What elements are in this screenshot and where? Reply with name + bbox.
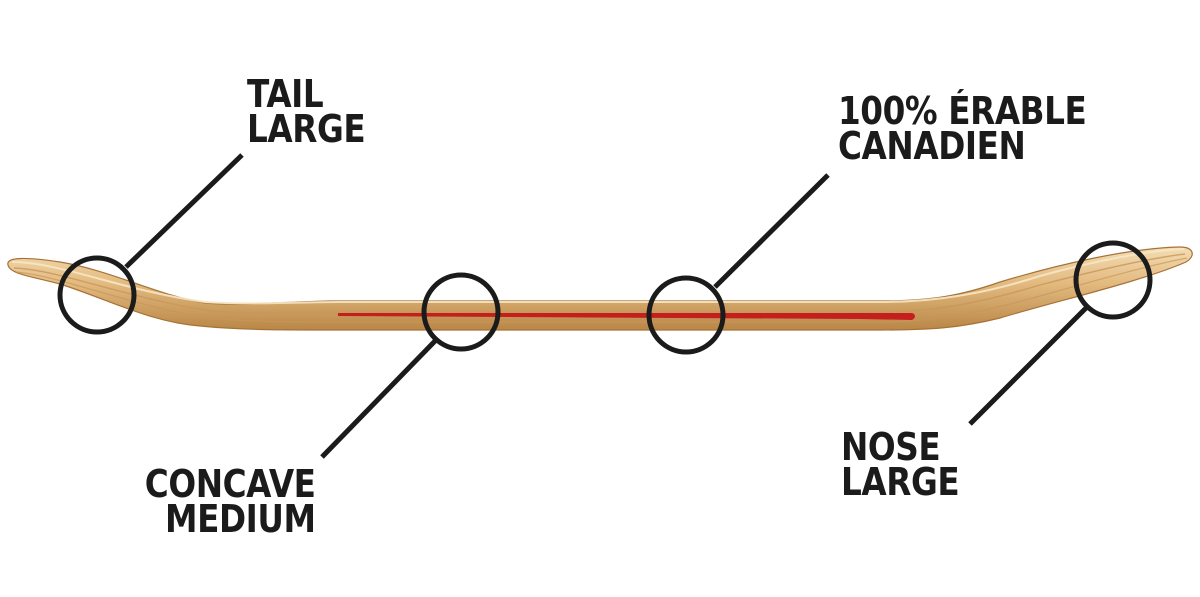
- red-stripe: [338, 313, 915, 320]
- callout-circle-maple: [646, 275, 726, 355]
- skateboard-deck: [7, 246, 1193, 331]
- callout-circles: [57, 240, 1153, 355]
- deck-body: [7, 246, 1193, 331]
- nose-label-line1: NOSE: [841, 425, 941, 469]
- concave-label: CONCAVE MEDIUM: [145, 462, 316, 541]
- maple-label: 100% ÉRABLE CANADIEN: [838, 89, 1087, 168]
- tail-label-line2: LARGE: [247, 107, 366, 151]
- callout-line-nose: [968, 304, 1090, 426]
- tail-label-line1: TAIL: [247, 72, 324, 116]
- deck-ply-line: [13, 253, 1186, 315]
- callout-line-tail: [124, 153, 244, 269]
- tail-label: TAIL LARGE: [247, 72, 366, 151]
- maple-label-line1: 100% ÉRABLE: [838, 89, 1087, 133]
- callout-lines: [124, 153, 1090, 459]
- callout-circle-concave: [421, 272, 501, 352]
- deck-ply-line: [15, 257, 1188, 323]
- callout-circle-tail: [57, 255, 137, 335]
- deck-top-highlight: [11, 248, 1185, 305]
- concave-label-line1: CONCAVE: [145, 462, 316, 506]
- callout-line-maple: [713, 173, 830, 289]
- callout-circle-nose: [1073, 240, 1153, 320]
- nose-label-line2: LARGE: [841, 460, 960, 504]
- callout-line-concave: [320, 338, 438, 459]
- concave-label-line2: MEDIUM: [165, 497, 316, 541]
- nose-label: NOSE LARGE: [841, 425, 960, 504]
- maple-label-line2: CANADIEN: [838, 124, 1026, 168]
